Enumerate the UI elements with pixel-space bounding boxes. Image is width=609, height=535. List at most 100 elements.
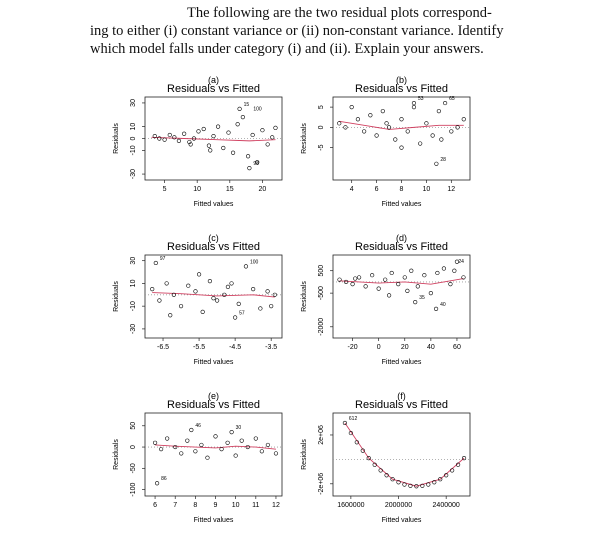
plot-frame	[144, 412, 283, 497]
point	[265, 289, 270, 294]
point	[450, 468, 455, 473]
point	[360, 448, 365, 453]
y-axis-label: Residuals	[301, 439, 308, 470]
point	[179, 451, 184, 456]
point	[449, 129, 454, 134]
point	[386, 125, 392, 130]
x-tick-label: 2000000	[385, 502, 412, 509]
point	[196, 129, 201, 134]
point	[178, 304, 184, 309]
x-tick-label: 6	[153, 502, 157, 509]
point	[189, 427, 194, 433]
y-tick-label: 5	[318, 105, 325, 109]
point-label: 35	[419, 295, 425, 301]
y-tick-label: 50	[130, 422, 137, 430]
point	[211, 296, 216, 301]
smooth-line	[339, 120, 464, 130]
panel-title: Residuals vs Fitted	[355, 399, 448, 411]
y-tick-label: 0	[130, 136, 137, 140]
point	[363, 284, 368, 289]
panel-label: (d)	[396, 233, 407, 243]
point	[383, 277, 388, 282]
point	[207, 279, 212, 284]
point-label: 15	[244, 102, 250, 108]
y-tick-label: 30	[130, 99, 137, 107]
point-label: 57	[239, 311, 245, 317]
point-label: 612	[349, 416, 358, 422]
x-tick-label: -3.5	[265, 344, 277, 351]
point	[200, 309, 205, 314]
point	[461, 456, 467, 461]
y-tick-label: -10	[130, 145, 137, 155]
panel-label: (e)	[208, 391, 219, 401]
point	[215, 124, 221, 129]
point	[442, 100, 448, 106]
x-tick-label: 8	[400, 186, 404, 193]
point	[389, 270, 394, 276]
point	[349, 105, 354, 110]
point	[399, 145, 404, 150]
point	[153, 260, 158, 266]
point	[426, 482, 431, 487]
point	[205, 455, 210, 460]
y-axis-label: Residuals	[113, 281, 120, 312]
point	[408, 483, 413, 488]
x-tick-label: 15	[226, 186, 234, 193]
y-tick-label: -100	[130, 483, 137, 497]
x-tick-label: 12	[447, 186, 455, 193]
y-axis-label: Residuals	[301, 281, 308, 312]
y-tick-label: 500	[318, 265, 325, 277]
point	[219, 447, 224, 452]
point	[353, 276, 358, 281]
point	[393, 137, 398, 142]
x-tick-label: 10	[193, 186, 201, 193]
point	[355, 117, 361, 122]
point	[255, 160, 260, 165]
point	[185, 438, 190, 443]
x-tick-label: 60	[453, 344, 461, 351]
point	[226, 130, 231, 135]
point	[433, 306, 439, 311]
point	[233, 453, 238, 458]
smooth-line	[152, 292, 275, 298]
point	[239, 438, 244, 443]
point	[378, 468, 383, 473]
point	[350, 282, 355, 287]
panel-title: Residuals vs Fitted	[167, 83, 260, 95]
point	[188, 142, 193, 147]
point	[455, 125, 460, 130]
point	[405, 129, 410, 134]
y-tick-label: -50	[130, 463, 137, 473]
point	[396, 282, 401, 287]
point	[376, 286, 381, 291]
point	[439, 137, 444, 142]
point	[409, 268, 414, 273]
point	[225, 284, 231, 289]
point	[461, 117, 466, 122]
point	[265, 142, 270, 147]
y-tick-label: -30	[130, 324, 137, 334]
point	[415, 284, 420, 289]
point	[187, 139, 192, 145]
point	[411, 105, 417, 110]
point	[452, 268, 457, 273]
y-tick-label: -2e+06	[318, 473, 325, 495]
point	[196, 272, 202, 277]
point	[368, 113, 373, 118]
point	[362, 129, 367, 134]
point	[387, 293, 392, 298]
point	[159, 447, 164, 452]
point	[436, 109, 441, 114]
point	[402, 275, 407, 280]
x-axis-label: Fitted values	[382, 201, 422, 208]
y-tick-label: 10	[130, 123, 137, 131]
point	[157, 298, 162, 303]
x-tick-label: 12	[272, 502, 280, 509]
point	[165, 436, 170, 441]
point	[374, 133, 379, 138]
panel-label: (a)	[208, 75, 219, 85]
point	[208, 148, 213, 153]
point	[199, 442, 204, 448]
point	[265, 442, 270, 448]
